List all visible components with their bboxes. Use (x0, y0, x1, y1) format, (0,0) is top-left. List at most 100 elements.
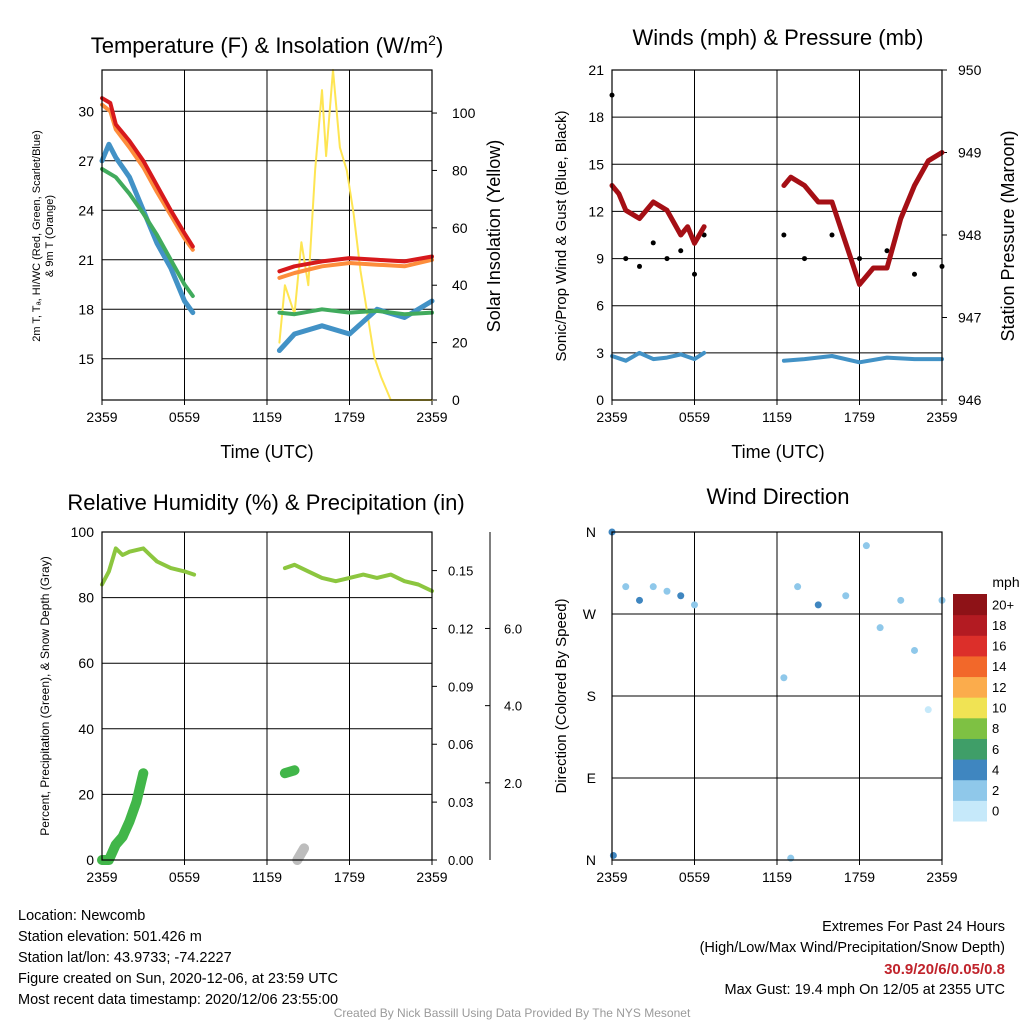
colorbar-swatch (953, 697, 987, 719)
colorbar-level-label: 14 (992, 659, 1006, 674)
colorbar-swatch (953, 738, 987, 760)
gust-point (829, 232, 835, 238)
plot-frame (611, 69, 943, 401)
y-tick-label-right: 40 (452, 277, 468, 293)
winds-plot: 2359 0559 1159 1759 235903691215182194694794… (588, 62, 981, 425)
x-tick-label: 1159 (762, 869, 792, 885)
y-tick-label-snow: 6.0 (504, 621, 522, 636)
y-tick-label-right: 60 (452, 220, 468, 236)
x-tick-label: 1159 (252, 409, 282, 425)
gust-point (664, 256, 670, 262)
y-tick-label-right: 947 (958, 310, 982, 326)
x-tick-label: 2359 (416, 869, 447, 885)
y-tick-label-direction: N (586, 852, 596, 868)
y-tick-label-left: 0 (86, 852, 94, 868)
y-tick-label-precip: 0.09 (448, 679, 473, 694)
y-tick-label-left: 21 (588, 62, 604, 78)
dewpoint-line (100, 167, 434, 317)
temperature-ylabel-right: Solar Insolation (Yellow) (484, 140, 504, 332)
x-tick-label: 2359 (86, 409, 117, 425)
station-latlon: Station lat/lon: 43.9733; -74.2227 (18, 950, 232, 966)
y-tick-label-left: 18 (78, 301, 94, 317)
direction-point (609, 851, 617, 859)
colorbar-level-label: 18 (992, 618, 1006, 633)
direction-point (924, 706, 932, 714)
x-tick-label: 0559 (169, 869, 200, 885)
y-tick-label-right: 100 (452, 105, 476, 121)
colorbar-level-label: 12 (992, 680, 1006, 695)
temperature-ylabel-left: 2m T, Tₐ, HI/WC (Red, Green, Scarlet/Blu… (31, 130, 56, 342)
direction-point (842, 592, 850, 600)
y-tick-label-left: 9 (596, 251, 604, 267)
direction-point (780, 674, 788, 682)
direction-point (677, 592, 685, 600)
gust-point (637, 263, 642, 269)
colorbar-level-label: 16 (992, 639, 1006, 654)
colorbar-level-label: 4 (992, 762, 999, 777)
y-tick-label-precip: 0.12 (448, 621, 473, 636)
x-tick-label: 1759 (334, 409, 365, 425)
y-tick-label-right: 20 (452, 335, 468, 351)
gust-point (623, 256, 629, 262)
wind-speed-line (610, 350, 944, 365)
x-tick-label: 0559 (169, 409, 200, 425)
y-tick-label-right: 946 (958, 392, 982, 408)
direction-point (649, 583, 657, 591)
colorbar-level-label: 6 (992, 742, 999, 757)
y-tick-label-left: 18 (588, 109, 604, 125)
winds-panel: Winds (mph) & Pressure (mb) Sonic/Prop W… (553, 25, 1018, 462)
temperature-plot: 2359 0559 1159 1759 2359 15 18 21 24 27 30 0 20 40 60 8… (78, 69, 476, 425)
colorbar-level-label: 8 (992, 721, 999, 736)
y-tick-label-direction: S (587, 688, 596, 704)
y-tick-label-right: 949 (958, 145, 982, 161)
y-tick-label-left: 80 (78, 590, 94, 606)
winds-ylabel-right: Station Pressure (Maroon) (998, 130, 1018, 341)
y-tick-label-right: 80 (452, 162, 468, 178)
direction-point (794, 583, 802, 591)
colorbar-swatch (953, 800, 987, 822)
y-tick-label-right: 948 (958, 227, 982, 243)
x-tick-label: 0559 (679, 409, 710, 425)
temperature-panel: Temperature (F) & Insolation (W/m2) 2m T… (31, 32, 504, 462)
y-tick-label-precip: 0.00 (448, 853, 473, 868)
insolation-line (278, 69, 433, 401)
y-tick-label-left: 100 (71, 524, 95, 540)
gust-point (678, 248, 684, 254)
y-tick-label-left: 0 (596, 392, 604, 408)
plot-frame (101, 69, 433, 401)
extremes-values: 30.9/20/6/0.05/0.8 (884, 961, 1005, 978)
y-tick-label-left: 27 (78, 153, 94, 169)
gust-point (650, 240, 656, 246)
y-tick-label-direction: N (586, 524, 596, 540)
x-tick-label: 1759 (844, 409, 875, 425)
x-tick-label: 1759 (844, 869, 875, 885)
x-tick-label: 1159 (252, 869, 282, 885)
humidity-title: Relative Humidity (%) & Precipitation (i… (67, 490, 464, 515)
y-tick-label-left: 40 (78, 721, 94, 737)
humidity-panel: Relative Humidity (%) & Precipitation (i… (38, 490, 522, 885)
x-tick-label: 1759 (334, 869, 365, 885)
x-tick-label: 2359 (596, 409, 627, 425)
station-pressure-line (609, 150, 945, 287)
most-recent-timestamp: Most recent data timestamp: 2020/12/06 2… (18, 992, 339, 1008)
y-tick-label-left: 30 (78, 103, 94, 119)
gust-point (912, 271, 917, 277)
colorbar-swatch (953, 655, 987, 678)
direction-panel: Wind Direction Direction (Colored By Spe… (553, 484, 1020, 885)
colorbar-swatch (953, 614, 987, 636)
x-tick-label: 2359 (416, 409, 447, 425)
direction-ylabel-left: Direction (Colored By Speed) (553, 598, 570, 793)
x-tick-label: 1159 (762, 409, 792, 425)
winds-ylabel-left: Sonic/Prop Wind & Gust (Blue, Black) (553, 111, 570, 362)
temperature-xlabel: Time (UTC) (220, 442, 313, 462)
direction-point (636, 596, 643, 604)
colorbar-level-label: 2 (992, 783, 999, 798)
extremes-subtitle: (High/Low/Max Wind/Precipitation/Snow De… (699, 940, 1005, 956)
direction-point (862, 542, 870, 550)
y-tick-label-direction: W (583, 606, 597, 622)
colorbar-swatch (953, 594, 987, 616)
x-tick-label: 2359 (86, 869, 117, 885)
y-tick-label-left: 12 (588, 203, 604, 219)
colorbar-swatch (953, 635, 987, 657)
